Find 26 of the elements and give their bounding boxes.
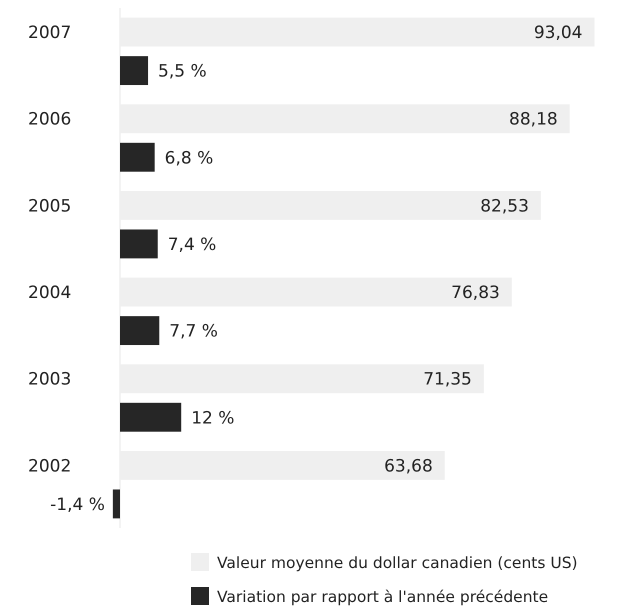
data-label: 76,83 xyxy=(451,283,500,304)
data-label: 12 % xyxy=(191,408,234,428)
bar xyxy=(120,229,158,258)
bar xyxy=(120,316,160,346)
data-label: 93,04 xyxy=(534,23,583,44)
legend-label: Valeur moyenne du dollar canadien (cents US) xyxy=(217,554,578,572)
data-label: 71,35 xyxy=(423,370,472,390)
data-label: 7,4 % xyxy=(168,234,216,255)
data-label: 63,68 xyxy=(384,456,433,476)
y-tick-label: 2002 xyxy=(28,456,72,476)
data-label: 88,18 xyxy=(509,110,558,130)
data-label: 6,8 % xyxy=(164,148,214,168)
y-tick-label: 2007 xyxy=(28,23,72,44)
bar xyxy=(120,402,182,432)
legend-label: Variation par rapport à l'année précédente xyxy=(217,588,548,606)
bar xyxy=(120,56,148,86)
data-label: -1,4 % xyxy=(50,494,105,515)
data-label: 82,53 xyxy=(480,196,529,216)
bar xyxy=(120,142,155,172)
data-label: 7,7 % xyxy=(169,322,218,342)
y-tick-label: 2006 xyxy=(28,110,72,130)
y-tick-label: 2004 xyxy=(28,283,72,304)
y-tick-label: 2005 xyxy=(28,196,72,216)
data-label: 5,5 % xyxy=(158,62,207,82)
bar xyxy=(112,489,120,518)
y-tick-label: 2003 xyxy=(28,370,72,390)
